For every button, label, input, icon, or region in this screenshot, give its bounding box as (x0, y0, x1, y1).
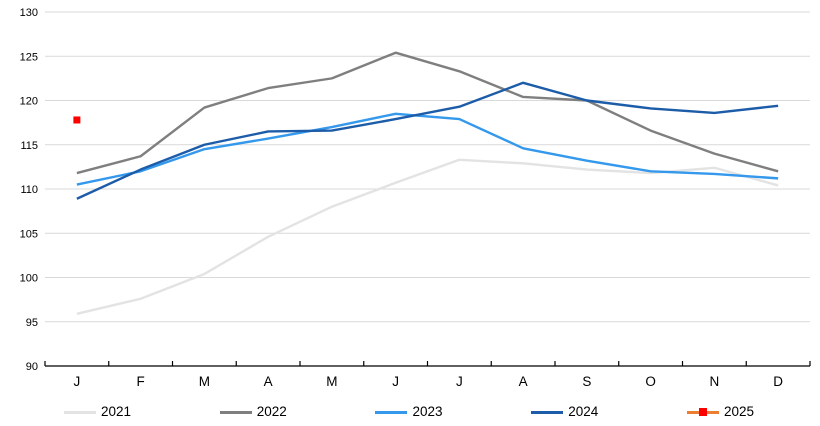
legend-swatch-2022 (219, 410, 252, 414)
legend-swatch-2024 (531, 410, 564, 414)
legend-item-2022: 2022 (219, 404, 287, 420)
legend-label-2024: 2024 (568, 404, 599, 420)
legend: 2021 2022 2023 2024 2025 (64, 397, 754, 426)
x-axis-label: J (74, 374, 81, 389)
legend-label-2021: 2021 (101, 404, 132, 420)
x-axis-label: J (456, 374, 463, 389)
y-axis-label: 105 (20, 228, 38, 240)
x-axis-label: A (264, 374, 273, 389)
series-line-2022 (76, 51, 779, 175)
chart-svg: 90 95 100 105 110 115 120 125 130 J F M A M J J A S O N D (20, 7, 811, 389)
x-axis-label: D (773, 374, 783, 389)
legend-item-2024: 2024 (531, 405, 598, 419)
y-axis-label: 100 (20, 273, 38, 285)
x-axis-label: M (326, 374, 337, 389)
x-axis-label: S (582, 374, 591, 389)
y-axis-label: 95 (26, 317, 38, 329)
legend-label-2022: 2022 (256, 404, 287, 420)
x-axis-label: M (199, 374, 210, 389)
x-axis-label: J (392, 374, 399, 389)
y-axis-label: 125 (20, 51, 38, 63)
legend-item-2021: 2021 (64, 405, 131, 419)
x-axis-label: A (519, 374, 528, 389)
legend-swatch-2023 (375, 410, 408, 414)
legend-label-2025: 2025 (723, 404, 754, 420)
series-line-2023 (76, 112, 779, 186)
legend-swatch-2021 (64, 410, 96, 414)
y-axis-label: 110 (20, 184, 38, 196)
x-axis-label: F (137, 374, 145, 389)
legend-item-2023: 2023 (375, 404, 443, 420)
legend-item-2025: 2025 (686, 404, 754, 420)
x-axis-label: N (710, 374, 720, 389)
series-line-2021 (76, 158, 779, 315)
y-axis-label: 120 (20, 96, 38, 108)
y-axis-label: 115 (20, 140, 38, 152)
data-marker-2025 (73, 116, 81, 124)
legend-swatch-2025 (686, 408, 719, 416)
legend-label-2023: 2023 (412, 404, 443, 420)
x-axis-label: O (645, 374, 656, 389)
y-axis-label: 90 (26, 361, 38, 373)
y-axis-label: 130 (20, 7, 38, 19)
series-line-2024 (76, 81, 779, 200)
legend-marker-2025 (698, 408, 707, 416)
